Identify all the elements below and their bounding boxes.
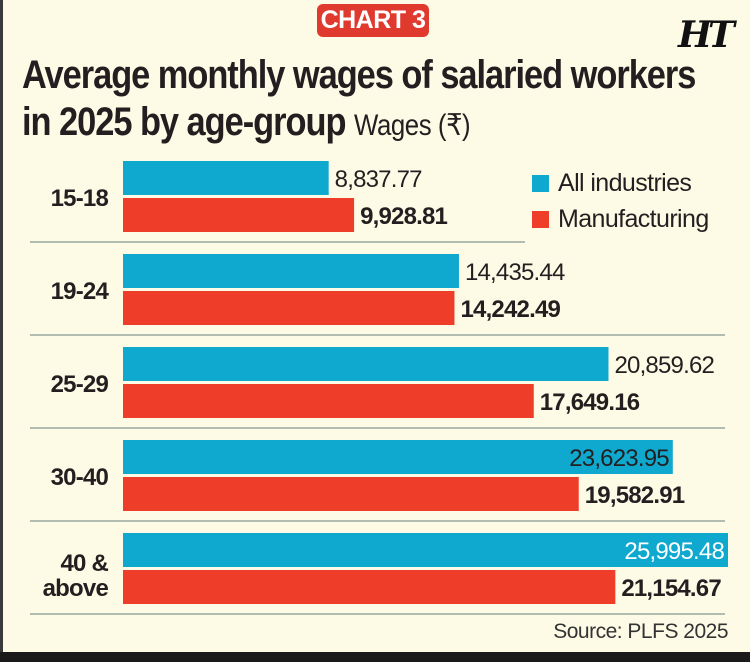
value-label-manufacturing: 14,242.49 <box>460 296 560 323</box>
chart-subtitle: Wages (₹) <box>353 109 471 142</box>
value-label-manufacturing: 19,582.91 <box>585 482 685 509</box>
value-label-all-industries: 8,837.77 <box>335 166 422 193</box>
bar-all-industries <box>123 254 459 288</box>
legend-item-all-industries: All industries <box>532 165 709 201</box>
left-border <box>0 0 3 652</box>
legend-item-manufacturing: Manufacturing <box>532 201 709 237</box>
category-label: 19-24 <box>51 278 110 305</box>
value-label-manufacturing: 21,154.67 <box>621 575 721 602</box>
bar-manufacturing <box>123 570 616 604</box>
legend-swatch-all-industries <box>532 174 549 192</box>
legend: All industries Manufacturing <box>532 165 709 237</box>
bottom-bar <box>0 652 750 662</box>
value-label-manufacturing: 9,928.81 <box>360 203 447 230</box>
value-label-manufacturing: 17,649.16 <box>540 389 640 416</box>
chart-title: Average monthly wages of salaried worker… <box>22 52 710 149</box>
ht-logo: HT <box>678 14 735 56</box>
category-label: 15-18 <box>51 185 109 212</box>
category-label: above <box>43 575 109 602</box>
value-label-all-industries: 25,995.48 <box>624 538 724 565</box>
legend-label: Manufacturing <box>558 204 709 233</box>
legend-swatch-manufacturing <box>532 210 549 228</box>
bar-all-industries <box>123 533 728 567</box>
value-label-all-industries: 23,623.95 <box>569 445 669 472</box>
chart-title-text: Average monthly wages of salaried worker… <box>22 53 696 144</box>
bar-manufacturing <box>123 291 455 325</box>
legend-label: All industries <box>558 168 692 197</box>
bar-manufacturing <box>123 477 579 511</box>
category-label: 40 & <box>61 550 109 577</box>
bar-all-industries <box>123 347 609 381</box>
category-label: 30-40 <box>51 464 109 491</box>
value-label-all-industries: 20,859.62 <box>614 352 714 379</box>
category-label: 25-29 <box>51 371 109 398</box>
value-label-all-industries: 14,435.44 <box>465 259 565 286</box>
bar-all-industries <box>123 161 329 195</box>
bar-manufacturing <box>123 198 355 232</box>
chart-badge: CHART 3 <box>317 4 429 37</box>
bar-all-industries <box>123 440 673 474</box>
bar-manufacturing <box>123 384 534 418</box>
source-note: Source: PLFS 2025 <box>553 620 728 643</box>
